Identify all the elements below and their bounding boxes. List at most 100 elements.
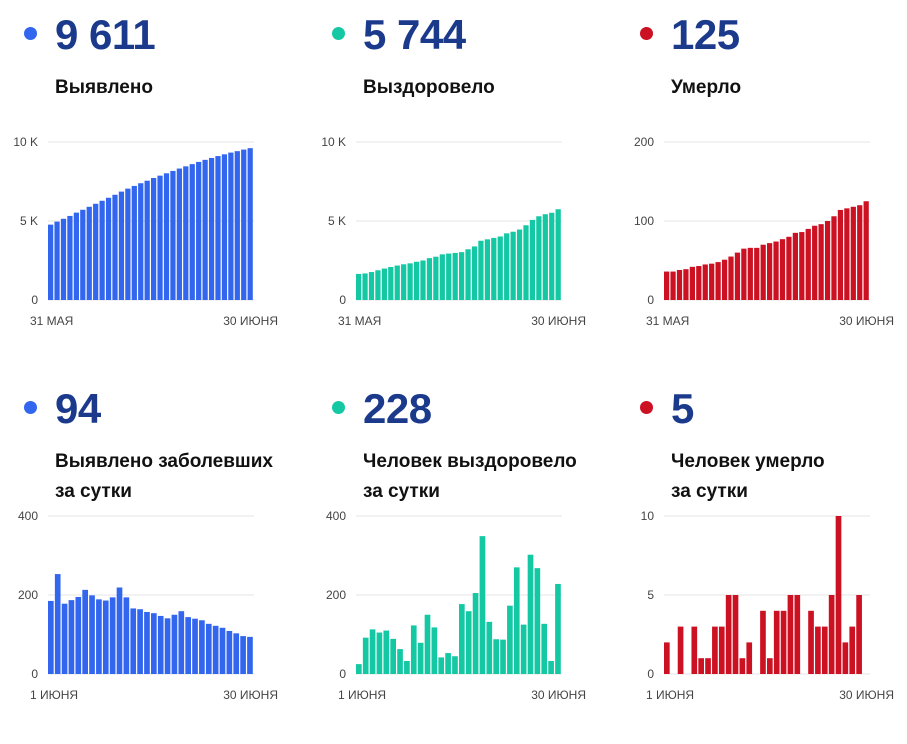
bar	[452, 656, 458, 674]
bar	[401, 264, 407, 300]
bullet-dot-icon	[640, 401, 653, 414]
bar	[394, 265, 400, 300]
x-start-label: 31 МАЯ	[646, 314, 689, 328]
bar	[171, 614, 178, 674]
bar	[718, 626, 725, 674]
bar	[831, 216, 837, 300]
bar	[739, 658, 746, 674]
x-end-label: 30 ИЮНЯ	[223, 314, 278, 328]
bar	[60, 218, 67, 300]
bar	[151, 613, 157, 674]
y-tick-label: 400	[18, 509, 38, 523]
bar	[747, 247, 753, 300]
bar	[664, 642, 670, 674]
bar	[163, 173, 170, 300]
bar	[390, 638, 396, 674]
bar	[548, 660, 554, 674]
bar	[362, 637, 369, 674]
stat-panel-cumulative-detected: 9 611 Выявлено 0 5 K 10 K 31 МАЯ 30 ИЮНЯ	[0, 0, 300, 370]
bar	[404, 660, 410, 674]
y-tick-label: 200	[18, 588, 38, 602]
bar	[497, 236, 503, 300]
bar	[178, 611, 185, 674]
stat-label-line: Человек умерло	[671, 451, 825, 472]
bar	[850, 206, 856, 300]
bar	[664, 271, 670, 300]
bar	[472, 593, 479, 674]
bar	[683, 269, 689, 300]
bar	[368, 272, 375, 300]
x-start-label: 31 МАЯ	[338, 314, 381, 328]
bar	[842, 642, 849, 674]
bar	[219, 627, 226, 674]
big-number: 5 744	[363, 11, 466, 58]
y-tick-label: 0	[31, 667, 38, 681]
bar	[507, 605, 513, 674]
bullet-dot-icon	[332, 401, 345, 414]
bar	[691, 626, 698, 674]
bar	[844, 208, 850, 300]
bar	[157, 175, 163, 300]
bar	[670, 271, 676, 300]
bar	[438, 657, 445, 674]
stat-label-line: за сутки	[55, 481, 132, 502]
y-tick-label: 200	[326, 588, 346, 602]
bar	[767, 243, 773, 300]
bar	[818, 224, 824, 300]
bar	[549, 212, 555, 300]
bar	[247, 636, 253, 674]
bar	[486, 621, 493, 674]
bar	[794, 595, 801, 674]
bullet-dot-icon	[332, 27, 345, 40]
bar	[741, 248, 747, 300]
bar	[383, 630, 390, 674]
bar	[102, 600, 109, 674]
bar	[721, 259, 728, 300]
bar-chart-daily-deaths: 0 5 10 1 ИЮНЯ 30 ИЮНЯ	[641, 509, 894, 702]
bar	[413, 261, 420, 300]
bar	[446, 253, 452, 300]
bar	[192, 618, 198, 674]
y-tick-label: 0	[31, 293, 38, 307]
bar	[555, 583, 561, 674]
bar	[835, 516, 842, 674]
bar	[93, 203, 99, 300]
bar-chart-daily-detected: 0 200 400 1 ИЮНЯ 30 ИЮНЯ	[18, 509, 278, 702]
bar	[439, 254, 445, 300]
y-tick-label: 10 K	[321, 135, 346, 149]
x-start-label: 31 МАЯ	[30, 314, 73, 328]
bar-chart-daily-recovered: 0 200 400 1 ИЮНЯ 30 ИЮНЯ	[326, 509, 586, 702]
bar	[226, 630, 233, 674]
bar	[725, 595, 732, 674]
bar	[48, 600, 54, 674]
stat-label-line: за сутки	[363, 481, 440, 502]
big-number: 94	[55, 385, 101, 432]
bar-chart-cumulative-deaths: 0 100 200 31 МАЯ 30 ИЮНЯ	[634, 135, 894, 328]
bar	[407, 263, 413, 300]
bar	[459, 252, 465, 300]
bar	[815, 626, 821, 674]
x-end-label: 30 ИЮНЯ	[531, 314, 586, 328]
bar-chart-cumulative-recovered: 0 5 K 10 K 31 МАЯ 30 ИЮНЯ	[321, 135, 586, 328]
big-number: 9 611	[55, 11, 156, 58]
bar	[541, 623, 548, 674]
x-start-label: 1 ИЮНЯ	[338, 688, 386, 702]
bar	[356, 664, 362, 674]
bar	[221, 154, 228, 300]
bar	[516, 229, 523, 300]
bar	[144, 180, 150, 300]
y-tick-label: 0	[339, 667, 346, 681]
bar	[712, 626, 718, 674]
bar	[362, 273, 368, 300]
bar	[779, 239, 786, 300]
bar	[773, 610, 780, 674]
bar	[787, 595, 794, 674]
stat-label-line: Человек выздоровело	[363, 451, 577, 472]
bar	[479, 536, 486, 674]
bar	[824, 221, 831, 300]
bar	[709, 263, 715, 300]
bar	[48, 224, 54, 300]
bar	[698, 658, 704, 674]
bar	[767, 658, 773, 674]
bar	[433, 256, 439, 300]
